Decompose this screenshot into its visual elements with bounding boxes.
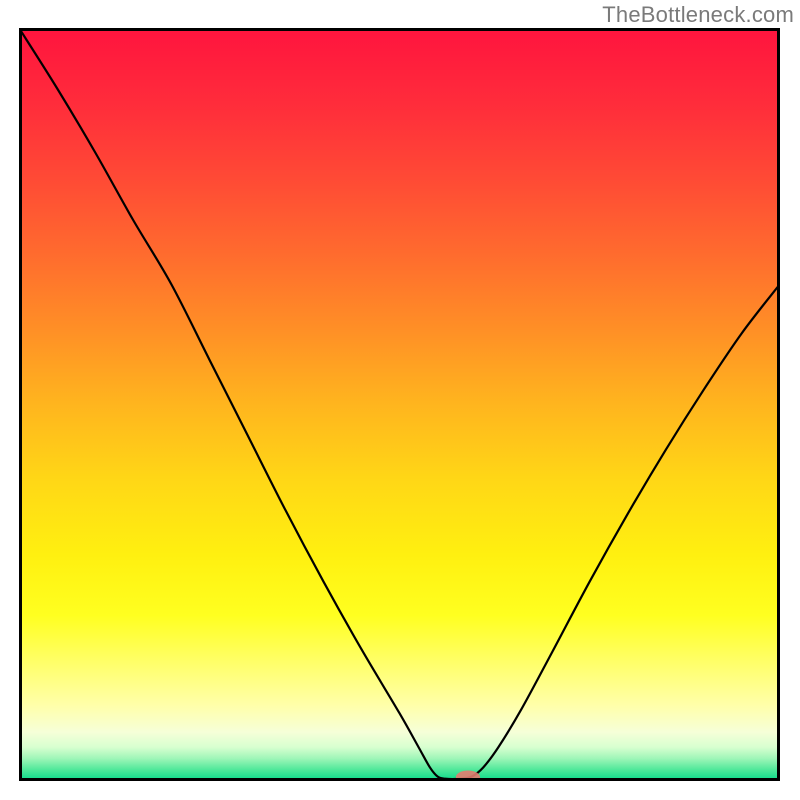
bottleneck-chart [19, 28, 780, 781]
gradient-background [19, 28, 780, 781]
chart-container: TheBottleneck.com [0, 0, 800, 800]
plot-area [19, 28, 780, 781]
watermark-text: TheBottleneck.com [602, 2, 794, 28]
